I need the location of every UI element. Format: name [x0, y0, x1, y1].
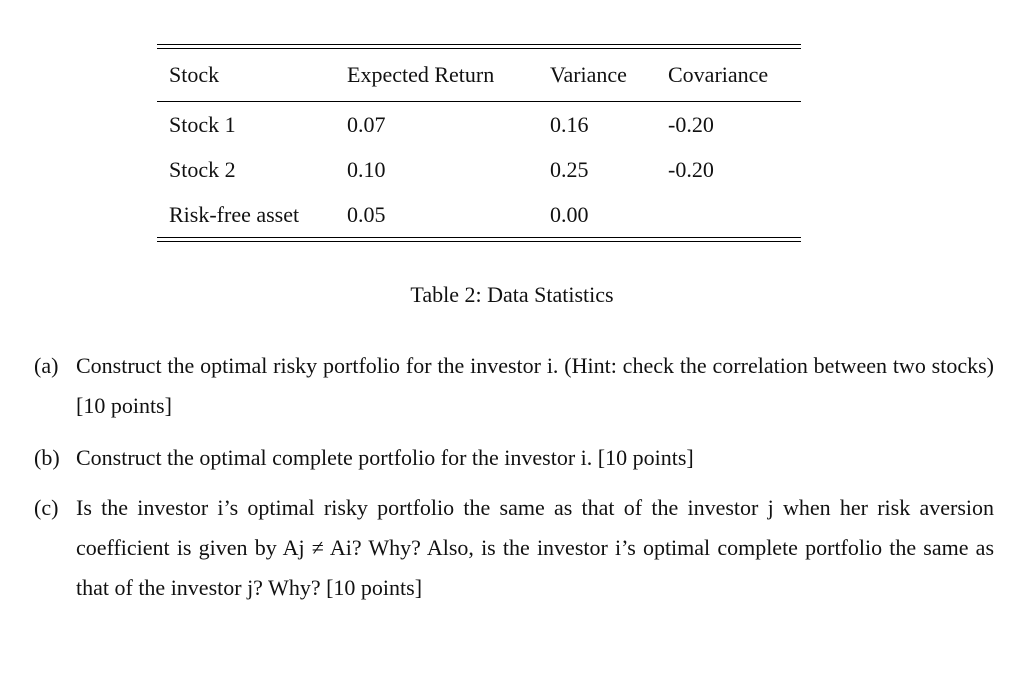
- cell-variance: 0.00: [550, 201, 589, 227]
- header-variance: Variance: [550, 62, 627, 87]
- header-stock: Stock: [169, 62, 220, 87]
- data-statistics-table: Stock Expected Return Variance Covarianc…: [157, 44, 801, 242]
- question-text: Construct the optimal risky portfolio fo…: [76, 353, 994, 418]
- cell-stock: Stock 2: [169, 156, 236, 182]
- cell-variance: 0.16: [550, 111, 589, 137]
- table-header-row: Stock Expected Return Variance Covarianc…: [157, 49, 801, 101]
- cell-stock: Risk-free asset: [169, 201, 300, 227]
- table-caption: Table 2: Data Statistics: [410, 282, 614, 307]
- cell-expected-return: 0.05: [347, 201, 386, 227]
- table-row: Stock 2 0.10 0.25 -0.20: [157, 147, 801, 192]
- table-row: Stock 1 0.07 0.16 -0.20: [157, 102, 801, 147]
- cell-expected-return: 0.07: [347, 111, 386, 137]
- table-row: Risk-free asset 0.05 0.00: [157, 192, 801, 237]
- question-a: (a) Construct the optimal risky portfoli…: [34, 346, 994, 426]
- question-text: Construct the optimal complete portfolio…: [76, 445, 694, 470]
- header-covariance: Covariance: [668, 62, 769, 87]
- question-b: (b) Construct the optimal complete portf…: [34, 438, 994, 478]
- question-text: Is the investor i’s optimal risky portfo…: [76, 495, 994, 600]
- table-header-rule: [157, 101, 801, 102]
- question-label: (c): [34, 495, 59, 520]
- cell-covariance: -0.20: [668, 156, 714, 182]
- header-expected-return: Expected Return: [347, 62, 495, 87]
- question-list: (a) Construct the optimal risky portfoli…: [34, 346, 994, 620]
- cell-variance: 0.25: [550, 156, 589, 182]
- cell-stock: Stock 1: [169, 111, 236, 137]
- cell-covariance: -0.20: [668, 111, 714, 137]
- table-top-rule: [157, 44, 801, 49]
- cell-expected-return: 0.10: [347, 156, 386, 182]
- question-label: (a): [34, 353, 59, 378]
- question-c: (c) Is the investor i’s optimal risky po…: [34, 488, 994, 608]
- question-label: (b): [34, 445, 60, 470]
- table-bottom-rule: [157, 237, 801, 242]
